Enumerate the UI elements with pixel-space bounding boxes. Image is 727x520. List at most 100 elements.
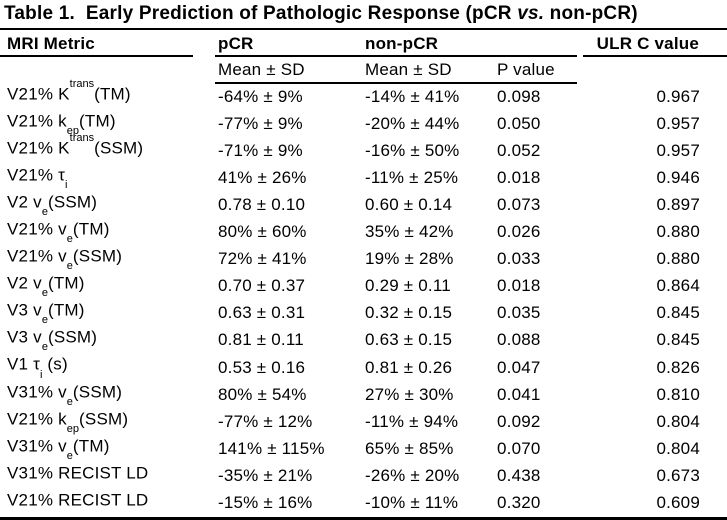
column-header-mri-metric: MRI Metric [0,34,193,57]
nonpcr-mean-sd-cell: -11% ± 25% [365,168,459,188]
p-value-cell: 0.018 [497,168,541,188]
metric-cell: V21% kep(TM) [0,111,215,138]
nonpcr-mean-sd-cell: 0.63 ± 0.15 [365,330,453,350]
ulr-c-value-cell: 0.845 [656,303,700,323]
metric-base: V3 v [7,328,42,348]
nonpcr-mean-sd-cell: -20% ± 44% [365,114,460,134]
metric-subscript: ep [66,125,80,138]
metric-rest: (TM) [47,273,85,293]
metric-base: V3 v [7,301,42,321]
p-value-cell: 0.035 [497,303,541,323]
metric-subscript: e [41,206,48,219]
pcr-mean-sd-cell: 80% ± 60% [218,222,307,242]
metric-rest: (SSM) [79,409,129,429]
pcr-mean-sd-cell: 0.70 ± 0.37 [218,276,306,296]
table-row: V21% ve(SSM) 72% ± 41% 19% ± 28% 0.033 0… [0,246,727,273]
metric-cell: V31% ve(TM) [0,436,215,463]
metric-cell: V21% ve(TM) [0,219,215,246]
header-row: MRI Metric pCR non-pCR ULR C value [0,30,727,57]
column-header-pcr: pCR [215,34,362,57]
metric-base: V21% K [7,84,70,104]
ulr-c-value-cell: 0.609 [577,489,727,520]
pcr-mean-sd-cell: 0.63 ± 0.31 [218,303,306,323]
column-header-ulr-c-value: ULR C value [583,34,727,57]
nonpcr-mean-sd-cell: 65% ± 85% [365,438,454,458]
metric-subscript: e [41,314,48,327]
ulr-c-value-cell: 0.845 [656,330,700,350]
metric-base: V21% v [7,246,67,266]
metric-base: V21% K [7,138,70,158]
p-value-cell: 0.088 [497,330,541,350]
table-row: V21% Ktrans(SSM) -71% ± 9% -16% ± 50% 0.… [0,132,727,165]
table-row: V21% ve(TM) 80% ± 60% 35% ± 42% 0.026 0.… [0,219,727,246]
metric-rest: (TM) [72,219,110,239]
table-row: V21% RECIST LD -15% ± 16% -10% ± 11% 0.3… [0,489,727,520]
nonpcr-mean-sd-cell: -26% ± 20% [365,465,460,485]
metric-base: V31% v [7,436,67,456]
metric-rest: (TM) [79,111,116,131]
pcr-mean-sd-cell: -64% ± 9% [218,87,303,107]
ulr-c-value-cell: 0.957 [656,114,700,134]
pcr-mean-sd-cell: 0.78 ± 0.10 [218,195,306,215]
metric-subscript: i [40,368,43,381]
ulr-c-value-cell: 0.673 [656,465,700,485]
table-row: V1 τi (s) 0.53 ± 0.16 0.81 ± 0.26 0.047 … [0,354,727,381]
table-title-tail: non-pCR) [544,3,638,24]
metric-cell: V31% ve(SSM) [0,382,215,409]
p-value-cell: 0.073 [497,195,541,215]
nonpcr-mean-sd-cell: 19% ± 28% [365,249,454,269]
table-row: V21% kep(SSM) -77% ± 12% -11% ± 94% 0.09… [0,409,727,436]
p-value-cell: 0.050 [497,114,541,134]
pcr-mean-sd-cell: -15% ± 16% [215,489,362,520]
metric-subscript: i [65,179,68,192]
metric-base: V1 τ [7,355,41,375]
metric-subscript: e [66,233,73,246]
metric-base: V31% RECIST LD [7,463,149,483]
table-body: V21% Ktrans(TM) -64% ± 9% -14% ± 41% 0.0… [0,78,727,520]
metric-cell: V3 ve(TM) [0,300,215,327]
metric-cell: V21% kep(SSM) [0,409,215,436]
ulr-c-value-cell: 0.880 [656,222,700,242]
metric-subscript: e [66,449,73,462]
table-row: V2 ve(SSM) 0.78 ± 0.10 0.60 ± 0.14 0.073… [0,192,727,219]
nonpcr-mean-sd-cell: -11% ± 94% [365,411,459,431]
ulr-c-value-cell: 0.897 [656,195,700,215]
metric-base: V2 v [7,273,42,293]
metric-cell: V2 ve(TM) [0,273,215,300]
metric-base: V21% τ [7,165,66,185]
subheader-nonpcr-mean-sd: Mean ± SD [362,60,494,84]
p-value-cell: 0.026 [497,222,541,242]
table-row: V31% ve(TM) 141% ± 115% 65% ± 85% 0.070 … [0,436,727,463]
ulr-c-value-cell: 0.804 [656,411,700,431]
pcr-mean-sd-cell: -35% ± 21% [218,465,313,485]
metric-superscript: trans [69,78,95,90]
metric-base: V2 v [7,192,42,212]
pcr-mean-sd-cell: 141% ± 115% [218,438,325,458]
ulr-c-value-cell: 0.826 [656,357,700,377]
metric-rest: (TM) [72,436,110,456]
metric-base: V31% v [7,382,67,402]
p-value-cell: 0.033 [497,249,541,269]
metric-base: V21% v [7,219,67,239]
metric-subscript: e [41,287,48,300]
subheader-p-value: P value [494,60,577,84]
pcr-results-table: MRI Metric pCR non-pCR ULR C value Mean … [0,30,727,520]
nonpcr-mean-sd-cell: 27% ± 30% [365,384,454,404]
nonpcr-mean-sd-cell: -14% ± 41% [365,87,460,107]
metric-cell: V31% RECIST LD [0,463,215,490]
metric-rest: (TM) [47,301,85,321]
pcr-mean-sd-cell: 0.53 ± 0.16 [218,357,306,377]
table-row: V31% ve(SSM) 80% ± 54% 27% ± 30% 0.041 0… [0,382,727,409]
p-value-cell: 0.070 [497,438,541,458]
table-title: Table 1. Early Prediction of Pathologic … [0,3,727,30]
ulr-c-value-cell: 0.804 [656,438,700,458]
nonpcr-mean-sd-cell: 0.29 ± 0.11 [365,276,451,296]
nonpcr-mean-sd-cell: -16% ± 50% [365,141,460,161]
p-value-cell: 0.092 [497,411,541,431]
metric-cell: V21% Ktrans(TM) [0,78,215,111]
subheader-pcr-mean-sd: Mean ± SD [215,60,362,84]
metric-subscript: e [66,260,73,273]
table-row: V2 ve(TM) 0.70 ± 0.37 0.29 ± 0.11 0.018 … [0,273,727,300]
metric-cell: V21% ve(SSM) [0,246,215,273]
